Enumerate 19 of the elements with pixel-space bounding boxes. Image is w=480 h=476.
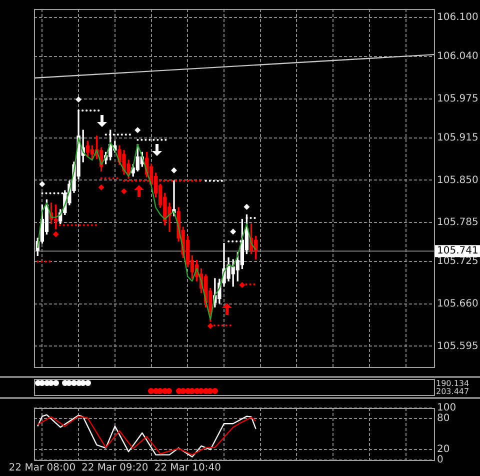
ref-line-label: 105.741 xyxy=(437,246,478,257)
y-tick-label: 105.660 xyxy=(437,298,478,310)
y-tick-label: 80 xyxy=(437,412,450,424)
text: 203.447 xyxy=(436,387,470,396)
y-tick-label: 106.100 xyxy=(437,12,478,24)
x-tick-label: 22 Mar 09:20 xyxy=(82,462,148,474)
y-tick-label: 0 xyxy=(437,454,444,466)
x-tick-label: 22 Mar 08:00 xyxy=(8,462,76,474)
y-tick-label: 105.975 xyxy=(437,93,478,104)
y-tick-label: 105.725 xyxy=(437,256,478,268)
y-tick-label: 105.915 xyxy=(437,132,478,144)
y-tick-label: 100 xyxy=(437,402,456,414)
y-tick-label: 105.785 xyxy=(437,217,478,228)
y-tick-label: 106.040 xyxy=(437,51,478,62)
text: 190.134 xyxy=(436,379,470,388)
y-tick-label: 105.595 xyxy=(437,340,478,352)
y-tick-label: 105.850 xyxy=(437,174,478,186)
x-tick-label: 22 Mar 10:40 xyxy=(154,462,222,474)
y-tick-label: 20 xyxy=(437,444,450,456)
